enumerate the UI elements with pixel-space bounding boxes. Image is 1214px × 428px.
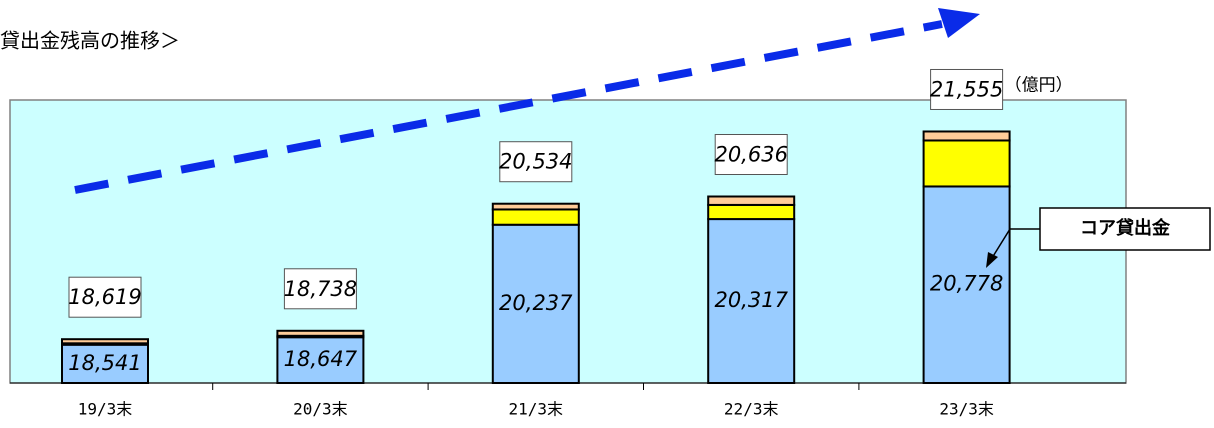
bar-segment xyxy=(491,202,580,211)
total-label: 18,738 xyxy=(284,277,357,301)
bar-segment xyxy=(276,329,365,337)
total-label-box xyxy=(714,134,788,176)
trend-arrow xyxy=(74,20,943,194)
total-label-box xyxy=(930,68,1004,110)
x-tick-label: 19/3末 xyxy=(78,400,133,419)
total-label-box xyxy=(68,276,142,318)
x-tick-label: 23/3末 xyxy=(939,400,994,419)
x-tick-label: 20/3末 xyxy=(293,400,348,419)
value-label: 20,778 xyxy=(930,272,1003,296)
trend-arrowhead xyxy=(938,8,980,38)
x-tick-label: 22/3末 xyxy=(724,400,779,419)
bar-segment xyxy=(922,185,1011,384)
bar-segment xyxy=(491,208,580,226)
value-label: 18,541 xyxy=(68,351,141,375)
total-label: 18,619 xyxy=(68,285,141,309)
legend-pointer xyxy=(991,228,1040,259)
value-label: 20,317 xyxy=(714,288,788,312)
bar-segment xyxy=(276,336,365,385)
bar-segment xyxy=(707,203,796,221)
bars xyxy=(61,130,1011,385)
legend-label: コア貸出金 xyxy=(1080,217,1171,239)
bar-segment xyxy=(922,139,1011,188)
total-label-box xyxy=(283,268,357,310)
total-label-box xyxy=(499,141,573,183)
bar-segment xyxy=(707,218,796,384)
unit-label: （億円） xyxy=(1005,75,1073,95)
bar-segment xyxy=(707,195,796,206)
chart-title: 貸出金残高の推移＞ xyxy=(0,29,180,53)
bar-segment xyxy=(61,338,149,345)
total-label: 20,636 xyxy=(714,143,787,167)
x-tick-label: 21/3末 xyxy=(509,400,564,419)
legend-pointer-head xyxy=(986,252,998,268)
bar-segment xyxy=(922,130,1011,142)
total-label: 20,534 xyxy=(499,150,572,174)
value-label: 18,647 xyxy=(284,347,358,371)
legend-box xyxy=(1039,207,1211,251)
total-label: 21,555 xyxy=(930,77,1003,101)
value-label: 20,237 xyxy=(499,291,573,315)
bar-segment xyxy=(491,223,580,384)
